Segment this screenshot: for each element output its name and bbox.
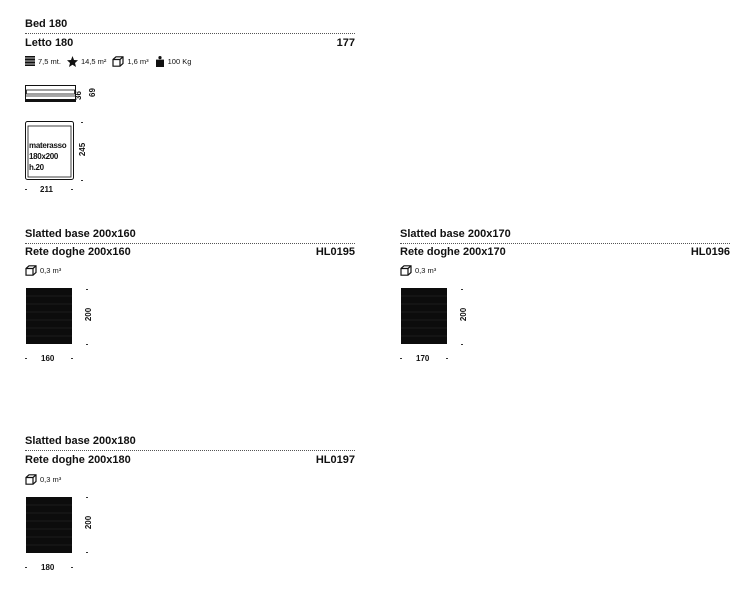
length-icon bbox=[25, 56, 35, 66]
product-slatted-base-180: Slatted base 200x180 Rete doghe 200x180 … bbox=[25, 435, 355, 575]
dim-tick bbox=[446, 358, 448, 359]
product-code: HL0197 bbox=[315, 454, 355, 466]
product-title-en: Bed 180 bbox=[25, 18, 68, 30]
volume-icon bbox=[400, 264, 412, 276]
dim-tick bbox=[71, 567, 73, 568]
spec-volume-value: 0,3 m³ bbox=[40, 265, 62, 275]
dim-tick bbox=[25, 358, 27, 359]
depth-dim: 200 bbox=[84, 307, 94, 322]
dim-tick bbox=[400, 358, 402, 359]
product-code: 177 bbox=[336, 37, 355, 49]
depth-dim: 245 bbox=[78, 142, 88, 157]
spec-area-value: 14,5 m² bbox=[80, 56, 107, 66]
depth-dim: 200 bbox=[84, 515, 94, 530]
divider bbox=[400, 243, 730, 244]
spec-volume: 0,3 m³ bbox=[25, 473, 62, 485]
spec-volume: 0,3 m³ bbox=[400, 264, 437, 276]
product-title-it: Rete doghe 200x180 bbox=[25, 454, 131, 466]
dim-tick bbox=[81, 122, 83, 123]
spec-volume: 0,3 m³ bbox=[25, 264, 62, 276]
spec-area: 14,5 m² bbox=[66, 55, 107, 67]
volume-icon bbox=[25, 473, 37, 485]
product-title-en: Slatted base 200x160 bbox=[25, 228, 136, 240]
product-code: HL0196 bbox=[690, 246, 730, 258]
slatted-base-drawing bbox=[26, 288, 72, 344]
product-title-en: Slatted base 200x170 bbox=[400, 228, 511, 240]
bed-top-view bbox=[25, 121, 74, 180]
product-code: HL0195 bbox=[315, 246, 355, 258]
dim-tick bbox=[25, 567, 27, 568]
bed-side-view bbox=[25, 85, 76, 102]
dim-tick bbox=[461, 289, 463, 290]
mattress-label: materasso 180x200 h.20 bbox=[29, 140, 67, 173]
dim-tick bbox=[461, 344, 463, 345]
spec-volume-value: 0,3 m³ bbox=[415, 265, 437, 275]
spec-row: 0,3 m³ bbox=[25, 264, 67, 276]
product-title-it: Letto 180 bbox=[25, 37, 74, 49]
width-dim: 180 bbox=[41, 563, 55, 572]
volume-icon bbox=[25, 264, 37, 276]
spec-volume: 1,6 m³ bbox=[112, 55, 149, 67]
product-slatted-base-160: Slatted base 200x160 Rete doghe 200x160 … bbox=[25, 228, 355, 368]
side-height-dim: 36 bbox=[73, 91, 83, 100]
divider bbox=[25, 33, 355, 34]
volume-icon bbox=[112, 55, 124, 67]
spec-row: 0,3 m³ bbox=[25, 473, 67, 485]
weight-icon bbox=[155, 55, 164, 67]
slatted-base-drawing bbox=[26, 497, 72, 553]
product-bed-180: Bed 180 Letto 180 177 7,5 mt. 14,5 m² 1,… bbox=[25, 18, 355, 198]
dim-tick bbox=[86, 344, 88, 345]
spec-row: 7,5 mt. 14,5 m² 1,6 m³ 100 Kg bbox=[25, 55, 197, 67]
mattress-label-line: materasso bbox=[29, 141, 67, 150]
side-height-dim: 69 bbox=[87, 88, 97, 97]
dim-tick bbox=[86, 552, 88, 553]
dim-tick bbox=[25, 189, 27, 190]
spec-weight-value: 100 Kg bbox=[167, 56, 192, 66]
spec-row: 0,3 m³ bbox=[400, 264, 442, 276]
dim-tick bbox=[86, 497, 88, 498]
mattress-label-line: 180x200 bbox=[29, 152, 59, 161]
dim-tick bbox=[86, 289, 88, 290]
width-dim: 170 bbox=[416, 354, 430, 363]
dim-tick bbox=[71, 189, 73, 190]
spec-volume-value: 1,6 m³ bbox=[127, 56, 149, 66]
area-icon bbox=[66, 55, 78, 67]
dim-tick bbox=[71, 358, 73, 359]
product-title-it: Rete doghe 200x160 bbox=[25, 246, 131, 258]
spec-length-value: 7,5 mt. bbox=[38, 56, 61, 66]
slats-pattern bbox=[401, 295, 447, 337]
divider bbox=[25, 450, 355, 451]
slats-pattern bbox=[26, 295, 72, 337]
slats-pattern bbox=[26, 504, 72, 546]
spec-weight: 100 Kg bbox=[155, 55, 192, 67]
mattress-label-line: h.20 bbox=[29, 163, 44, 172]
dim-tick bbox=[81, 180, 83, 181]
slatted-base-drawing bbox=[401, 288, 447, 344]
width-dim: 160 bbox=[41, 354, 55, 363]
product-title-it: Rete doghe 200x170 bbox=[400, 246, 506, 258]
spec-volume-value: 0,3 m³ bbox=[40, 474, 62, 484]
spec-length: 7,5 mt. bbox=[25, 56, 61, 66]
product-title-en: Slatted base 200x180 bbox=[25, 435, 136, 447]
width-dim: 211 bbox=[40, 185, 53, 194]
product-slatted-base-170: Slatted base 200x170 Rete doghe 200x170 … bbox=[400, 228, 730, 368]
depth-dim: 200 bbox=[459, 307, 469, 322]
divider bbox=[25, 243, 355, 244]
